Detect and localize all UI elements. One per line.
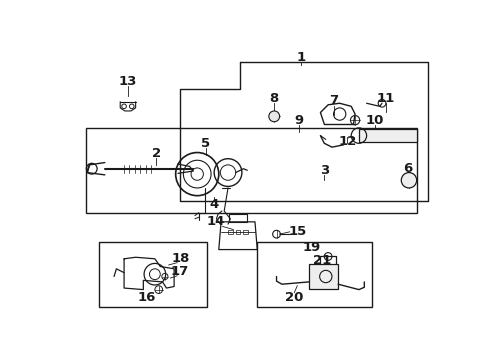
Bar (359, 130, 416, 142)
Text: 7: 7 (329, 94, 338, 107)
Bar (309, 264, 338, 289)
Text: 9: 9 (294, 114, 303, 127)
Text: 2: 2 (152, 147, 161, 160)
Text: 16: 16 (138, 291, 156, 304)
Bar (229, 214, 247, 222)
Text: 20: 20 (285, 291, 303, 304)
Text: 19: 19 (303, 241, 321, 254)
Text: 17: 17 (171, 265, 189, 278)
Text: 5: 5 (201, 137, 210, 150)
Text: 1: 1 (296, 50, 306, 64)
Text: 12: 12 (338, 135, 357, 148)
Text: 10: 10 (366, 114, 384, 127)
Text: 8: 8 (270, 92, 279, 105)
Bar (228, 230, 233, 234)
Text: 21: 21 (313, 254, 331, 267)
Bar (244, 230, 248, 234)
Text: 11: 11 (377, 92, 395, 105)
Bar (99, 242, 207, 307)
Text: 4: 4 (210, 198, 219, 211)
Text: 3: 3 (319, 164, 329, 177)
Circle shape (401, 172, 416, 188)
Text: 15: 15 (288, 225, 306, 238)
Text: 18: 18 (171, 252, 190, 265)
Text: 13: 13 (119, 75, 137, 88)
Text: 14: 14 (206, 215, 225, 228)
Bar (86, 128, 416, 213)
Text: 6: 6 (403, 162, 412, 175)
Bar (257, 242, 372, 307)
Circle shape (269, 111, 280, 122)
Bar (236, 230, 240, 234)
